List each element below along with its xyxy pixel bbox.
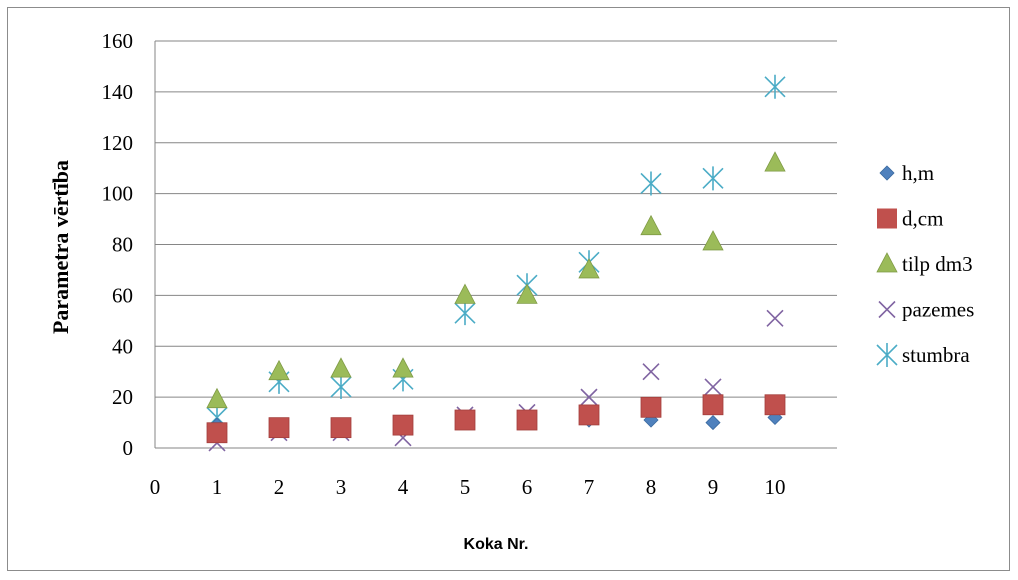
data-point [702, 230, 724, 251]
data-point [642, 363, 660, 381]
data-point [764, 394, 786, 416]
data-point [268, 359, 290, 381]
data-point [578, 258, 600, 279]
legend-label: d,cm [902, 207, 943, 231]
data-point [268, 417, 290, 439]
x-tick-label: 8 [646, 475, 657, 499]
data-point [516, 283, 538, 304]
x-tick-label: 1 [212, 475, 223, 499]
series-stumbra [206, 74, 786, 430]
legend-label: stumbra [902, 343, 970, 367]
data-point [206, 422, 228, 444]
x-tick-label: 2 [274, 475, 285, 499]
legend-label: h,m [902, 161, 934, 185]
data-point [454, 409, 476, 431]
data-point [392, 414, 414, 436]
legend-item: tilp dm3 [876, 252, 973, 276]
legend-item: pazemes [878, 298, 974, 322]
data-point [704, 378, 722, 396]
data-point [640, 396, 662, 418]
x-tick-label: 6 [522, 475, 533, 499]
data-point [764, 151, 786, 172]
data-point [764, 74, 786, 99]
y-tick-label: 40 [112, 334, 133, 358]
y-tick-label: 140 [102, 80, 134, 104]
legend-label: pazemes [902, 298, 974, 322]
y-tick-label: 160 [102, 29, 134, 53]
series-pazemes [208, 309, 784, 452]
legend-item: d,cm [877, 207, 943, 231]
legend-marker [878, 300, 896, 319]
x-tick-label: 5 [460, 475, 471, 499]
x-tick-label: 3 [336, 475, 347, 499]
data-point [392, 357, 414, 378]
series-d-cm [206, 394, 786, 444]
y-tick-label: 0 [123, 436, 134, 460]
axes [154, 41, 837, 449]
data-point [640, 171, 662, 196]
y-tick-label: 20 [112, 385, 133, 409]
y-tick-label: 60 [112, 283, 133, 307]
chart-frame [7, 7, 1010, 571]
data-point [330, 357, 352, 378]
data-point [516, 409, 538, 431]
data-point [702, 394, 724, 416]
y-axis-label: Parametra vērtība [48, 160, 73, 334]
x-tick-label: 10 [765, 475, 786, 499]
data-point [454, 301, 476, 326]
data-point [640, 214, 662, 236]
series-tilp-dm3 [206, 151, 786, 409]
legend-marker [879, 165, 895, 181]
x-axis-label: Koka Nr. [464, 536, 529, 553]
data-point [702, 166, 724, 191]
y-tick-labels: 0 20 40 60 80 100 120 140 160 [102, 29, 134, 460]
x-tick-labels: 0 1 2 3 4 5 6 7 8 9 10 [150, 475, 786, 499]
grid-lines [155, 40, 837, 398]
legend-marker [876, 343, 898, 367]
data-point [206, 387, 228, 409]
legend-marker [877, 208, 897, 229]
data-point [705, 414, 721, 431]
x-tick-label: 0 [150, 475, 161, 499]
data-point [330, 417, 352, 439]
data-point [578, 404, 600, 426]
data-point [330, 374, 352, 399]
legend-label: tilp dm3 [902, 252, 973, 276]
legend-item: stumbra [876, 343, 970, 367]
series-h-m [209, 409, 783, 438]
y-tick-label: 120 [102, 131, 134, 155]
x-tick-label: 9 [708, 475, 719, 499]
x-tick-label: 4 [398, 475, 409, 499]
x-tick-label: 7 [584, 475, 595, 499]
data-point [766, 309, 784, 327]
data-point [580, 388, 598, 406]
data-points [206, 74, 786, 452]
y-tick-label: 100 [102, 182, 134, 206]
legend-item: h,m [879, 161, 934, 185]
legend: h,m d,cm tilp dm3 pazemes stumbra [876, 161, 974, 367]
y-tick-label: 80 [112, 233, 133, 257]
data-point [454, 283, 476, 304]
legend-marker [876, 252, 898, 273]
